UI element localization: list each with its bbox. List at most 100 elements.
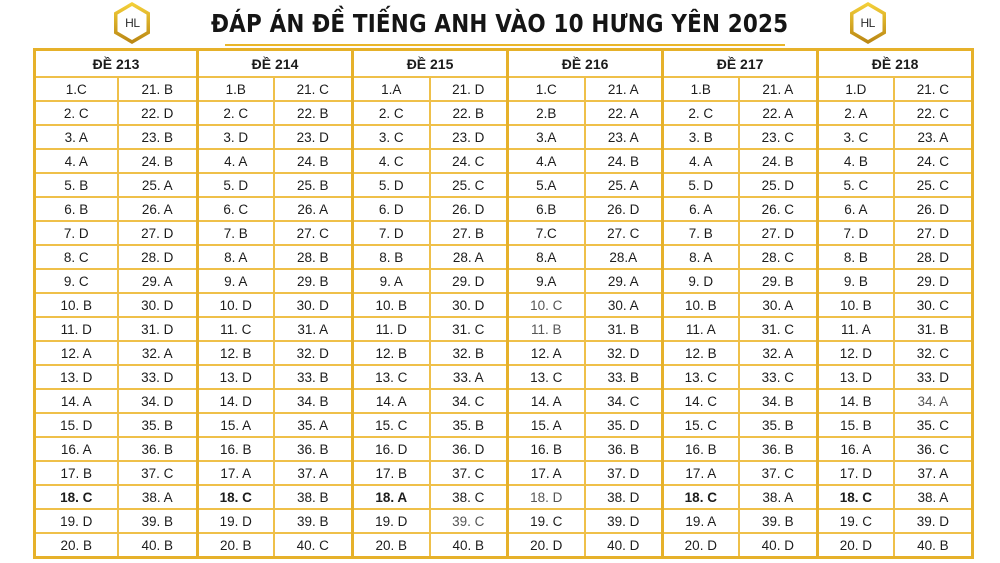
answer-cell: 32. D <box>272 340 355 366</box>
answer-cell: 24. C <box>892 148 974 174</box>
answer-cell: 18. A <box>351 484 431 510</box>
answer-cell: 6. A <box>661 196 740 222</box>
answer-cell: 4. A <box>33 148 119 174</box>
answer-cell: 40. B <box>892 532 974 559</box>
answer-cell: 36. B <box>737 436 820 462</box>
title-underline <box>225 44 785 46</box>
answer-cell: 33. D <box>892 364 974 390</box>
hexagon-logo-icon <box>849 2 886 44</box>
answer-cell: 34. C <box>428 388 510 414</box>
table-row: 19. D 39. B 19. D 39. B 19. D 39. C 19. C 39. D… <box>33 508 974 534</box>
answer-cell: 16. D <box>351 436 431 462</box>
answer-cell: 21. D <box>428 76 510 102</box>
answer-cell: 37. C <box>116 460 200 486</box>
answer-cell: 25. C <box>428 172 510 198</box>
answer-cell: 9. A <box>196 268 275 294</box>
answer-cell: 38. A <box>737 484 820 510</box>
answer-cell: 13. C <box>351 364 431 390</box>
answer-cell: 12. D <box>816 340 895 366</box>
answer-cell: 34. C <box>583 388 665 414</box>
hl-logo-left: HL <box>112 1 152 45</box>
answer-cell: 5. D <box>351 172 431 198</box>
table-row: 18. C 38. A 18. C 38. B 18. A 38. C 18. D 38. D… <box>33 484 974 510</box>
answer-cell: 37. C <box>428 460 510 486</box>
answer-cell: 33. C <box>737 364 820 390</box>
answer-cell: 30. D <box>272 292 355 318</box>
answer-cell: 22. C <box>892 100 974 126</box>
answer-cell: 17. B <box>33 460 119 486</box>
answer-cell: 1.C <box>33 76 119 102</box>
answer-rows: 1.C 21. B 1.B 21. C 1.A 21. D 1.C 21. A 1.B 21. A… <box>33 76 974 559</box>
answer-cell: 3. C <box>816 124 895 150</box>
answer-cell: 24. B <box>116 148 200 174</box>
answer-cell: 26. D <box>428 196 510 222</box>
answer-cell: 14. D <box>196 388 275 414</box>
answer-cell: 28. B <box>272 244 355 270</box>
answer-cell: 40. B <box>428 532 510 559</box>
answer-cell: 7.C <box>506 220 586 246</box>
answer-cell: 31. C <box>737 316 820 342</box>
answer-cell: 20. B <box>196 532 275 559</box>
answer-cell: 18. C <box>196 484 275 510</box>
answer-cell: 11. A <box>816 316 895 342</box>
answer-cell: 2. C <box>33 100 119 126</box>
answer-cell: 24. C <box>428 148 510 174</box>
answer-cell: 23. C <box>737 124 820 150</box>
answer-cell: 32. C <box>892 340 974 366</box>
answer-cell: 32. D <box>583 340 665 366</box>
answer-cell: 12. B <box>661 340 740 366</box>
answer-cell: 5. C <box>816 172 895 198</box>
answer-cell: 16. B <box>506 436 586 462</box>
answer-cell: 39. B <box>116 508 200 534</box>
answer-cell: 12. A <box>506 340 586 366</box>
answer-cell: 28. D <box>116 244 200 270</box>
answer-cell: 8.A <box>506 244 586 270</box>
table-row: 12. A 32. A 12. B 32. D 12. B 32. B 12. A 32. D… <box>33 340 974 366</box>
answer-cell: 36. D <box>428 436 510 462</box>
answer-cell: 14. C <box>661 388 740 414</box>
answer-cell: 17. A <box>661 460 740 486</box>
hexagon-logo-icon <box>114 2 151 44</box>
answer-cell: 31. B <box>892 316 974 342</box>
answer-cell: 20. D <box>506 532 586 559</box>
answer-cell: 24. B <box>737 148 820 174</box>
answer-cell: 39. B <box>737 508 820 534</box>
answer-cell: 7. B <box>196 220 275 246</box>
table-row: 15. D 35. B 15. A 35. A 15. C 35. B 15. A 35. D… <box>33 412 974 438</box>
answer-cell: 27. D <box>737 220 820 246</box>
answer-cell: 35. D <box>583 412 665 438</box>
answer-cell: 3. C <box>351 124 431 150</box>
answer-cell: 38. B <box>272 484 355 510</box>
answer-cell: 11. D <box>33 316 119 342</box>
exam-header-row: ĐỀ 213 ĐỀ 214 ĐỀ 215 ĐỀ 216 ĐỀ 217 ĐỀ 21… <box>33 48 974 78</box>
answer-cell: 10. B <box>816 292 895 318</box>
answer-cell: 21. B <box>116 76 200 102</box>
answer-cell: 38. C <box>428 484 510 510</box>
answer-cell: 32. A <box>116 340 200 366</box>
answer-cell: 2. A <box>816 100 895 126</box>
answer-cell: 3. B <box>661 124 740 150</box>
answer-cell: 5. D <box>661 172 740 198</box>
answer-cell: 33. A <box>428 364 510 390</box>
answer-cell: 37. D <box>583 460 665 486</box>
answer-cell: 14. A <box>351 388 431 414</box>
answer-cell: 28. D <box>892 244 974 270</box>
answer-cell: 15. B <box>816 412 895 438</box>
answer-cell: 15. A <box>196 412 275 438</box>
table-row: 20. B 40. B 20. B 40. C 20. B 40. B 20. D 40. D… <box>33 532 974 559</box>
answer-cell: 8. A <box>196 244 275 270</box>
answer-cell: 4. A <box>661 148 740 174</box>
answer-cell: 22. A <box>583 100 665 126</box>
answer-cell: 1.A <box>351 76 431 102</box>
answer-cell: 6.B <box>506 196 586 222</box>
answer-cell: 26. D <box>583 196 665 222</box>
answer-cell: 5. B <box>33 172 119 198</box>
answer-cell: 19. A <box>661 508 740 534</box>
answer-cell: 26. A <box>272 196 355 222</box>
logo-text: HL <box>125 16 140 30</box>
answer-cell: 9. C <box>33 268 119 294</box>
answer-cell: 16. A <box>816 436 895 462</box>
exam-header-213: ĐỀ 213 <box>33 48 200 78</box>
